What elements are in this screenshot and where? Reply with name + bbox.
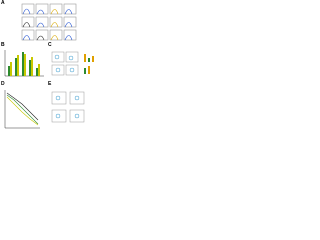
panel-label: C <box>48 42 52 48</box>
scatter-panels <box>51 51 79 76</box>
page: A B C D E <box>1 0 94 129</box>
line-charts <box>4 90 40 129</box>
figure: A B C D E <box>1 0 94 129</box>
panel-label: E <box>48 81 52 87</box>
bar-chart <box>4 50 44 77</box>
small-panels <box>51 91 85 123</box>
panel-label: B <box>1 42 5 48</box>
histogram-grid <box>21 3 77 41</box>
dot-summary <box>84 54 94 74</box>
panel-label: D <box>1 81 5 87</box>
panel-label: A <box>1 0 5 6</box>
